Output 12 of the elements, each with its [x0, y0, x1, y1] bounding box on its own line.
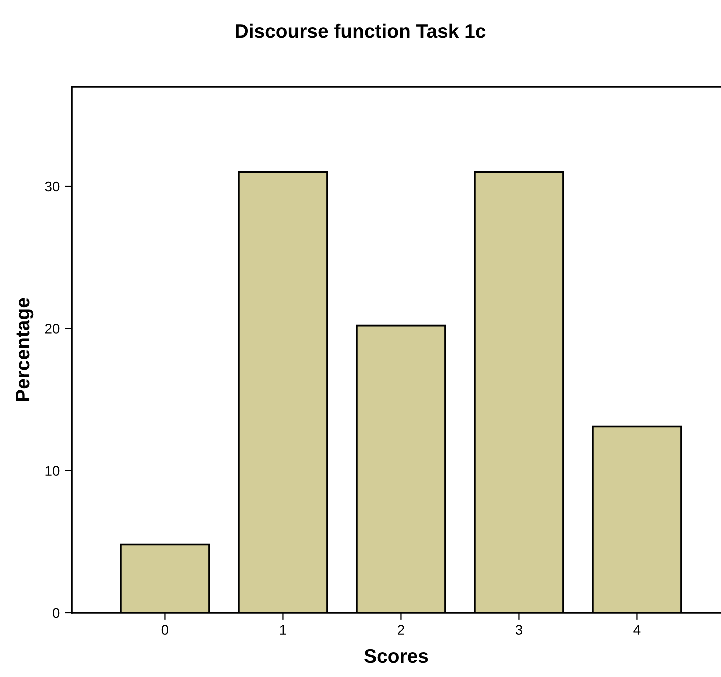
y-tick-label: 10 [46, 466, 60, 476]
y-tick-label: 20 [45, 324, 60, 334]
x-tick-label: 2 [398, 625, 404, 635]
x-tick-label: 1 [280, 625, 286, 635]
y-axis-title: Percentage [16, 298, 34, 402]
x-tick-label: 0 [162, 625, 169, 636]
y-tick-label: 30 [45, 182, 60, 192]
y-tick-label: 0 [53, 608, 60, 618]
x-tick-label: 3 [516, 625, 522, 636]
x-tick-label: 4 [634, 625, 641, 635]
x-axis-title: Scores [364, 649, 428, 664]
chart-title: Discourse function Task 1c [236, 24, 486, 38]
